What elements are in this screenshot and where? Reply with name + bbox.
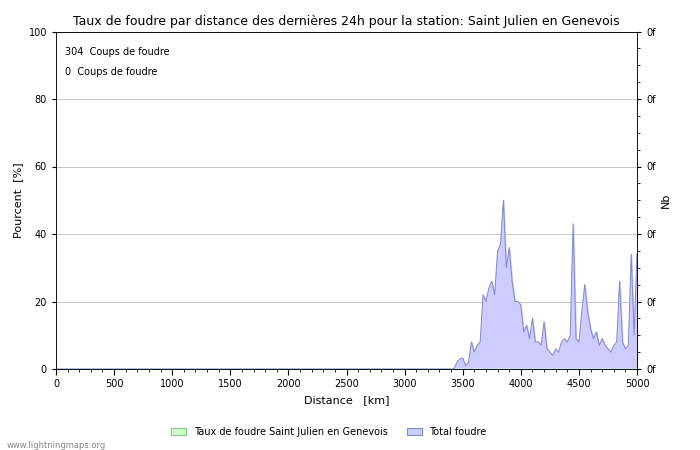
Text: 304  Coups de foudre: 304 Coups de foudre <box>64 47 169 57</box>
Text: 0  Coups de foudre: 0 Coups de foudre <box>64 67 157 77</box>
Legend: Taux de foudre Saint Julien en Genevois, Total foudre: Taux de foudre Saint Julien en Genevois,… <box>167 423 491 441</box>
X-axis label: Distance   [km]: Distance [km] <box>304 395 389 405</box>
Text: www.lightningmaps.org: www.lightningmaps.org <box>7 441 106 450</box>
Y-axis label: Nb: Nb <box>661 193 671 208</box>
Title: Taux de foudre par distance des dernières 24h pour la station: Saint Julien en G: Taux de foudre par distance des dernière… <box>74 14 620 27</box>
Y-axis label: Pourcent  [%]: Pourcent [%] <box>13 162 23 238</box>
